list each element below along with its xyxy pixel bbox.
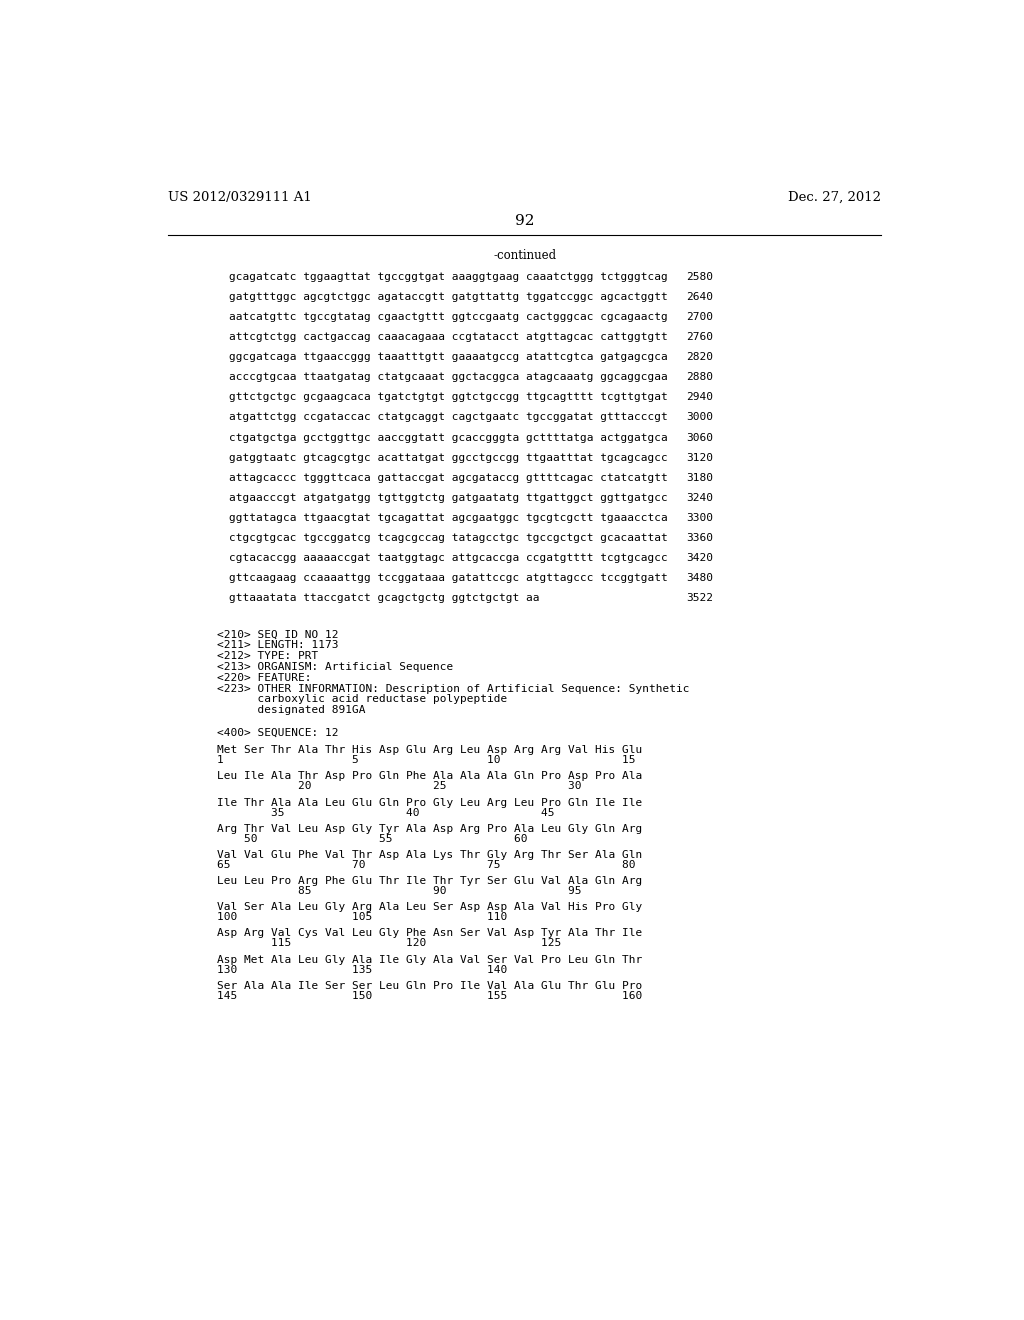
Text: atgattctgg ccgataccac ctatgcaggt cagctgaatc tgccggatat gtttacccgt: atgattctgg ccgataccac ctatgcaggt cagctga… — [228, 412, 668, 422]
Text: Leu Leu Pro Arg Phe Glu Thr Ile Thr Tyr Ser Glu Val Ala Gln Arg: Leu Leu Pro Arg Phe Glu Thr Ile Thr Tyr … — [217, 876, 642, 886]
Text: attagcaccc tgggttcaca gattaccgat agcgataccg gttttcagac ctatcatgtt: attagcaccc tgggttcaca gattaccgat agcgata… — [228, 473, 668, 483]
Text: Val Ser Ala Leu Gly Arg Ala Leu Ser Asp Asp Ala Val His Pro Gly: Val Ser Ala Leu Gly Arg Ala Leu Ser Asp … — [217, 903, 642, 912]
Text: 3060: 3060 — [686, 433, 713, 442]
Text: gatgtttggc agcgtctggc agataccgtt gatgttattg tggatccggc agcactggtt: gatgtttggc agcgtctggc agataccgtt gatgtta… — [228, 293, 668, 302]
Text: 3522: 3522 — [686, 593, 713, 603]
Text: Val Val Glu Phe Val Thr Asp Ala Lys Thr Gly Arg Thr Ser Ala Gln: Val Val Glu Phe Val Thr Asp Ala Lys Thr … — [217, 850, 642, 859]
Text: 3180: 3180 — [686, 473, 713, 483]
Text: Met Ser Thr Ala Thr His Asp Glu Arg Leu Asp Arg Arg Val His Glu: Met Ser Thr Ala Thr His Asp Glu Arg Leu … — [217, 744, 642, 755]
Text: 3480: 3480 — [686, 573, 713, 582]
Text: Asp Arg Val Cys Val Leu Gly Phe Asn Ser Val Asp Tyr Ala Thr Ile: Asp Arg Val Cys Val Leu Gly Phe Asn Ser … — [217, 928, 642, 939]
Text: 2580: 2580 — [686, 272, 713, 282]
Text: 145                 150                 155                 160: 145 150 155 160 — [217, 991, 642, 1001]
Text: Leu Ile Ala Thr Asp Pro Gln Phe Ala Ala Ala Gln Pro Asp Pro Ala: Leu Ile Ala Thr Asp Pro Gln Phe Ala Ala … — [217, 771, 642, 781]
Text: Ser Ala Ala Ile Ser Ser Leu Gln Pro Ile Val Ala Glu Thr Glu Pro: Ser Ala Ala Ile Ser Ser Leu Gln Pro Ile … — [217, 981, 642, 991]
Text: <210> SEQ ID NO 12: <210> SEQ ID NO 12 — [217, 630, 339, 640]
Text: ggttatagca ttgaacgtat tgcagattat agcgaatggc tgcgtcgctt tgaaacctca: ggttatagca ttgaacgtat tgcagattat agcgaat… — [228, 512, 668, 523]
Text: 92: 92 — [515, 214, 535, 228]
Text: Dec. 27, 2012: Dec. 27, 2012 — [788, 191, 882, 203]
Text: Asp Met Ala Leu Gly Ala Ile Gly Ala Val Ser Val Pro Leu Gln Thr: Asp Met Ala Leu Gly Ala Ile Gly Ala Val … — [217, 954, 642, 965]
Text: US 2012/0329111 A1: US 2012/0329111 A1 — [168, 191, 312, 203]
Text: carboxylic acid reductase polypeptide: carboxylic acid reductase polypeptide — [217, 694, 507, 705]
Text: gttctgctgc gcgaagcaca tgatctgtgt ggtctgccgg ttgcagtttt tcgttgtgat: gttctgctgc gcgaagcaca tgatctgtgt ggtctgc… — [228, 392, 668, 403]
Text: <212> TYPE: PRT: <212> TYPE: PRT — [217, 651, 318, 661]
Text: 130                 135                 140: 130 135 140 — [217, 965, 507, 974]
Text: 3360: 3360 — [686, 533, 713, 543]
Text: 2820: 2820 — [686, 352, 713, 363]
Text: 3000: 3000 — [686, 412, 713, 422]
Text: gatggtaatc gtcagcgtgc acattatgat ggcctgccgg ttgaatttat tgcagcagcc: gatggtaatc gtcagcgtgc acattatgat ggcctgc… — [228, 453, 668, 462]
Text: ctgatgctga gcctggttgc aaccggtatt gcaccgggta gcttttatga actggatgca: ctgatgctga gcctggttgc aaccggtatt gcaccgg… — [228, 433, 668, 442]
Text: 3120: 3120 — [686, 453, 713, 462]
Text: <211> LENGTH: 1173: <211> LENGTH: 1173 — [217, 640, 339, 651]
Text: -continued: -continued — [494, 249, 556, 263]
Text: cgtacaccgg aaaaaccgat taatggtagc attgcaccga ccgatgtttt tcgtgcagcc: cgtacaccgg aaaaaccgat taatggtagc attgcac… — [228, 553, 668, 562]
Text: 2760: 2760 — [686, 333, 713, 342]
Text: 65                  70                  75                  80: 65 70 75 80 — [217, 859, 636, 870]
Text: 115                 120                 125: 115 120 125 — [217, 939, 561, 948]
Text: 100                 105                 110: 100 105 110 — [217, 912, 507, 923]
Text: Arg Thr Val Leu Asp Gly Tyr Ala Asp Arg Pro Ala Leu Gly Gln Arg: Arg Thr Val Leu Asp Gly Tyr Ala Asp Arg … — [217, 824, 642, 834]
Text: 2640: 2640 — [686, 293, 713, 302]
Text: 20                  25                  30: 20 25 30 — [217, 781, 582, 791]
Text: <220> FEATURE:: <220> FEATURE: — [217, 673, 311, 682]
Text: 85                  90                  95: 85 90 95 — [217, 886, 582, 896]
Text: attcgtctgg cactgaccag caaacagaaa ccgtatacct atgttagcac cattggtgtt: attcgtctgg cactgaccag caaacagaaa ccgtata… — [228, 333, 668, 342]
Text: 35                  40                  45: 35 40 45 — [217, 808, 555, 817]
Text: atgaacccgt atgatgatgg tgttggtctg gatgaatatg ttgattggct ggttgatgcc: atgaacccgt atgatgatgg tgttggtctg gatgaat… — [228, 492, 668, 503]
Text: 2700: 2700 — [686, 313, 713, 322]
Text: gcagatcatc tggaagttat tgccggtgat aaaggtgaag caaatctggg tctgggtcag: gcagatcatc tggaagttat tgccggtgat aaaggtg… — [228, 272, 668, 282]
Text: 3420: 3420 — [686, 553, 713, 562]
Text: 50                  55                  60: 50 55 60 — [217, 834, 527, 843]
Text: ctgcgtgcac tgccggatcg tcagcgccag tatagcctgc tgccgctgct gcacaattat: ctgcgtgcac tgccggatcg tcagcgccag tatagcc… — [228, 533, 668, 543]
Text: 2880: 2880 — [686, 372, 713, 383]
Text: 3300: 3300 — [686, 512, 713, 523]
Text: designated 891GA: designated 891GA — [217, 705, 366, 715]
Text: 2940: 2940 — [686, 392, 713, 403]
Text: Ile Thr Ala Ala Leu Glu Gln Pro Gly Leu Arg Leu Pro Gln Ile Ile: Ile Thr Ala Ala Leu Glu Gln Pro Gly Leu … — [217, 797, 642, 808]
Text: acccgtgcaa ttaatgatag ctatgcaaat ggctacggca atagcaaatg ggcaggcgaa: acccgtgcaa ttaatgatag ctatgcaaat ggctacg… — [228, 372, 668, 383]
Text: gttaaatata ttaccgatct gcagctgctg ggtctgctgt aa: gttaaatata ttaccgatct gcagctgctg ggtctgc… — [228, 593, 540, 603]
Text: 1                   5                   10                  15: 1 5 10 15 — [217, 755, 636, 766]
Text: 3240: 3240 — [686, 492, 713, 503]
Text: ggcgatcaga ttgaaccggg taaatttgtt gaaaatgccg atattcgtca gatgagcgca: ggcgatcaga ttgaaccggg taaatttgtt gaaaatg… — [228, 352, 668, 363]
Text: aatcatgttc tgccgtatag cgaactgttt ggtccgaatg cactgggcac cgcagaactg: aatcatgttc tgccgtatag cgaactgttt ggtccga… — [228, 313, 668, 322]
Text: gttcaagaag ccaaaattgg tccggataaa gatattccgc atgttagccc tccggtgatt: gttcaagaag ccaaaattgg tccggataaa gatattc… — [228, 573, 668, 582]
Text: <400> SEQUENCE: 12: <400> SEQUENCE: 12 — [217, 729, 339, 738]
Text: <213> ORGANISM: Artificial Sequence: <213> ORGANISM: Artificial Sequence — [217, 663, 454, 672]
Text: <223> OTHER INFORMATION: Description of Artificial Sequence: Synthetic: <223> OTHER INFORMATION: Description of … — [217, 684, 689, 693]
